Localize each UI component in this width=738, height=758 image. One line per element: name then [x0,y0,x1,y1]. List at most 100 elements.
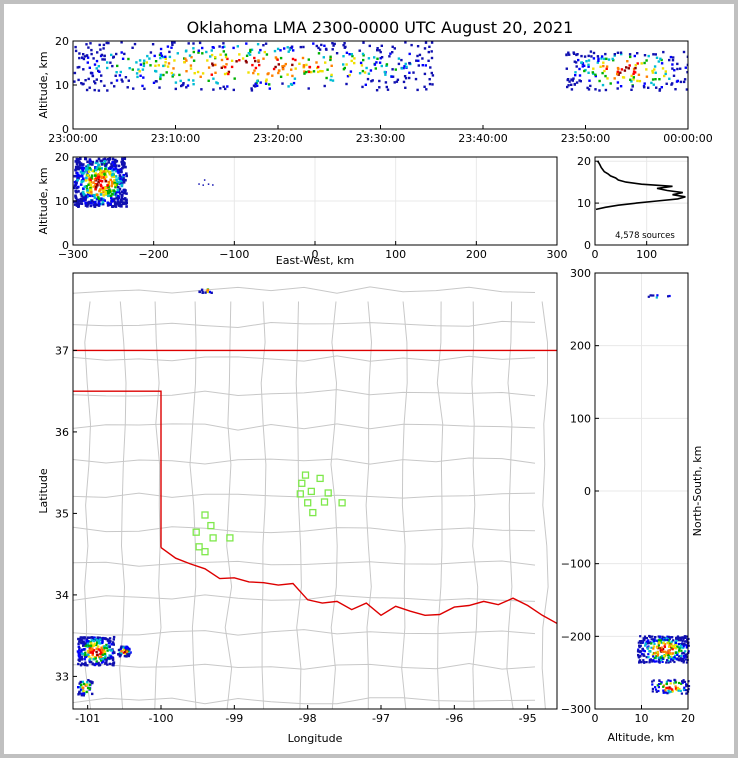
source-point [128,67,131,70]
source-point [637,648,640,651]
source-point [252,71,255,75]
altitude-ns-xtick: 20 [681,712,695,725]
source-point [402,66,405,70]
source-point [192,79,195,82]
source-point [86,164,90,167]
source-point [680,649,683,652]
source-point [287,85,290,88]
source-point [680,658,683,661]
source-point [222,85,225,88]
source-point [113,163,116,167]
source-point [408,71,411,74]
source-point [629,78,632,81]
source-point [331,79,335,82]
source-point [79,664,83,667]
source-point [157,64,160,67]
source-point [257,59,260,62]
source-point [164,57,167,60]
source-point [116,190,120,194]
source-point [233,77,236,80]
source-point [88,66,91,69]
figure-frame: Oklahoma LMA 2300-0000 UTC August 20, 20… [4,4,734,754]
source-point [107,642,111,645]
source-point [98,165,102,169]
source-point [663,636,666,639]
source-point [94,168,98,172]
source-point [670,646,673,649]
source-point [679,658,682,661]
source-point [374,67,377,70]
source-point [658,78,661,81]
source-point [84,179,88,182]
source-point [101,161,104,165]
latitude-tick: 34 [55,589,69,602]
source-point [632,78,635,81]
source-point [259,48,262,52]
source-point [92,658,95,661]
latitude-tick: 33 [55,670,69,683]
source-point [651,690,654,693]
source-point [676,651,679,654]
source-point [652,655,655,658]
source-point [79,680,82,684]
source-point [87,191,91,194]
source-point [112,199,116,203]
source-point [686,635,689,638]
source-point [119,177,122,180]
source-point [99,188,102,191]
source-point [117,648,121,652]
source-point [360,64,364,67]
source-point [101,653,104,656]
source-point [100,661,104,664]
source-point [120,51,123,54]
state-border-panhandle [73,390,162,548]
source-point [100,159,103,163]
source-point [100,53,104,57]
source-point [667,679,670,682]
source-point [112,175,116,179]
lma-station-marker [192,528,200,536]
source-point [93,63,97,66]
source-point [78,52,81,55]
source-point [89,183,93,187]
source-point [643,661,646,664]
source-point [75,186,79,190]
source-point [73,174,77,178]
source-point [574,74,577,77]
source-point [247,52,250,55]
source-point [89,186,92,190]
source-point [657,60,660,63]
source-point [318,48,322,51]
source-point [114,191,118,194]
source-point [85,187,89,191]
source-point [653,652,656,655]
source-point [103,160,107,163]
source-point [673,654,677,657]
longitude-tick: -98 [299,712,317,725]
source-point [122,161,126,164]
source-point [250,89,254,92]
source-point [661,641,664,644]
source-point [650,294,653,297]
source-point [652,645,655,648]
source-point [658,642,661,645]
source-point [170,71,173,75]
source-point [652,83,655,86]
source-point [662,690,665,693]
source-point [101,641,104,645]
source-point [643,654,646,657]
source-point [85,168,88,172]
source-point [198,41,202,45]
source-point [117,653,120,656]
source-point [84,653,87,657]
source-point [110,205,114,208]
time-altitude-xtick: 23:50:00 [561,132,610,145]
source-point [97,641,101,645]
source-point [185,86,188,89]
source-point [73,184,77,187]
source-point [112,664,115,667]
source-point [120,41,123,44]
source-point [138,70,141,73]
source-point [84,79,87,82]
